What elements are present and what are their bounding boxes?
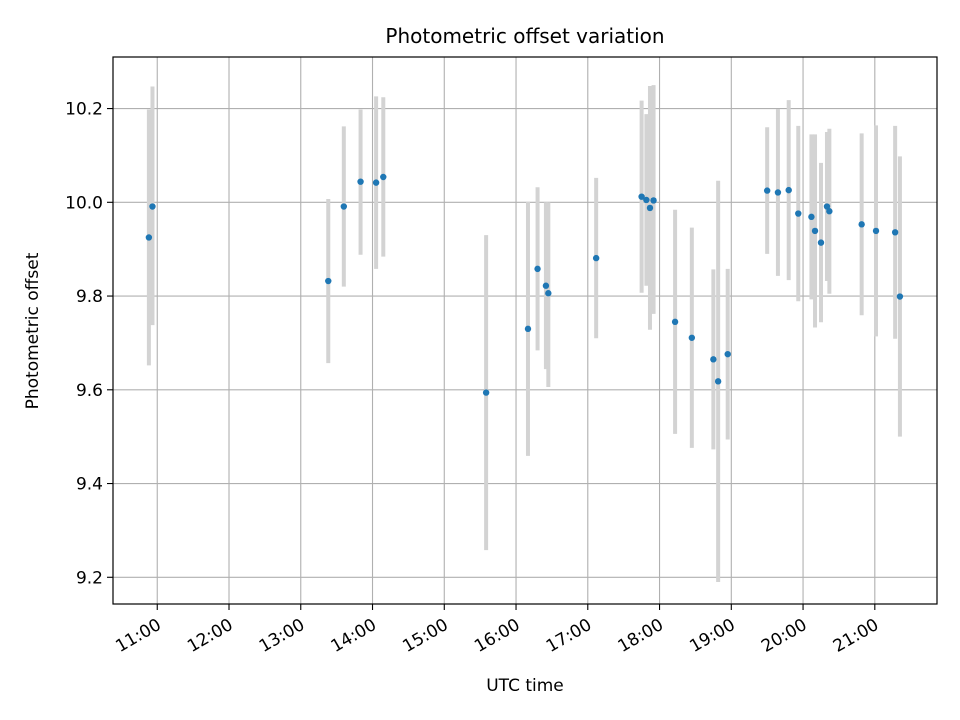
data-point bbox=[643, 196, 650, 204]
x-axis-ticks: 11:00 12:00 13:00 14:00 15:00 16:00 17:00 18:00… bbox=[112, 604, 882, 657]
data-point bbox=[826, 208, 833, 215]
x-tick-label: 16:00 bbox=[471, 615, 523, 657]
data-point bbox=[671, 318, 679, 326]
y-tick-label: 9.8 bbox=[76, 287, 103, 307]
data-point bbox=[891, 229, 899, 236]
data-point bbox=[710, 356, 717, 363]
data-point bbox=[638, 193, 645, 200]
data-point bbox=[145, 234, 153, 241]
data-point bbox=[763, 187, 771, 194]
data-point bbox=[149, 203, 156, 210]
data-point bbox=[858, 221, 865, 228]
data-point bbox=[724, 350, 731, 358]
data-point bbox=[340, 203, 348, 210]
x-tick-label: 15:00 bbox=[399, 615, 451, 657]
data-point bbox=[592, 254, 600, 262]
data-point bbox=[785, 186, 792, 194]
data-point bbox=[811, 227, 819, 235]
x-tick-label: 21:00 bbox=[830, 615, 882, 657]
data-points bbox=[145, 173, 904, 396]
data-point bbox=[817, 239, 825, 246]
x-tick-label: 11:00 bbox=[112, 615, 164, 657]
x-tick-label: 13:00 bbox=[256, 615, 308, 657]
data-point bbox=[646, 204, 654, 212]
y-axis-ticks: 9.2 9.4 9.6 9.8 10.0 10.2 bbox=[65, 100, 113, 588]
y-tick-label: 9.6 bbox=[76, 381, 103, 401]
data-point bbox=[357, 178, 364, 185]
data-point bbox=[380, 173, 387, 181]
data-point bbox=[534, 265, 541, 273]
data-point bbox=[688, 334, 696, 341]
y-tick-label: 10.2 bbox=[65, 100, 103, 120]
x-axis-label: UTC time bbox=[486, 676, 564, 696]
x-tick-label: 12:00 bbox=[184, 615, 236, 657]
y-tick-label: 9.4 bbox=[76, 475, 103, 495]
data-point bbox=[896, 293, 904, 300]
plot-frame bbox=[112, 56, 938, 605]
data-point bbox=[872, 227, 880, 235]
data-point bbox=[714, 378, 722, 385]
data-point bbox=[808, 213, 815, 221]
data-point bbox=[542, 282, 550, 289]
x-tick-label: 19:00 bbox=[686, 615, 738, 657]
data-point bbox=[524, 325, 532, 333]
x-tick-label: 17:00 bbox=[543, 615, 595, 657]
y-tick-label: 9.2 bbox=[76, 568, 103, 588]
data-point bbox=[795, 210, 802, 217]
data-point bbox=[774, 189, 782, 196]
error-bars bbox=[146, 85, 902, 582]
data-point bbox=[482, 389, 490, 396]
data-point bbox=[372, 179, 380, 186]
x-tick-label: 20:00 bbox=[758, 615, 810, 657]
chart-title: Photometric offset variation bbox=[385, 24, 664, 48]
data-point bbox=[650, 197, 657, 204]
y-tick-label: 10.0 bbox=[65, 193, 103, 213]
y-axis-label: Photometric offset bbox=[23, 252, 43, 409]
x-tick-label: 18:00 bbox=[615, 615, 667, 657]
data-point bbox=[325, 277, 332, 285]
data-point bbox=[545, 290, 552, 297]
x-tick-label: 14:00 bbox=[328, 615, 380, 657]
